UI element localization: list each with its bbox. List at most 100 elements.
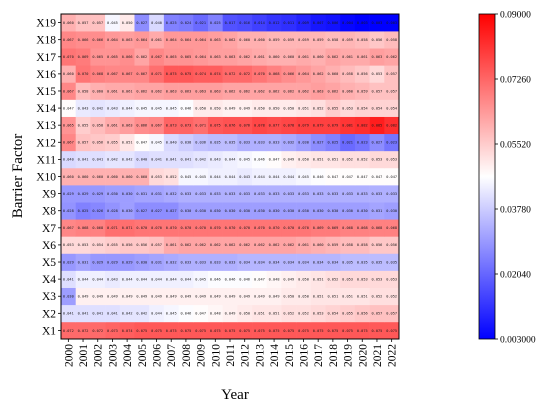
heatmap-cell	[149, 133, 165, 152]
cell-value-label: 0.058	[327, 38, 338, 42]
cell-value-label: 0.053	[313, 312, 324, 316]
cell-value-label: 0.063	[210, 38, 221, 42]
heatmap-cell	[119, 270, 135, 288]
cell-value-label: 0.043	[107, 106, 118, 110]
heatmap-cell	[252, 150, 268, 169]
heatmap-cell	[252, 82, 268, 100]
heatmap-cell	[178, 185, 194, 203]
cell-value-label: 0.025	[210, 21, 221, 25]
heatmap-cell	[149, 185, 165, 203]
heatmap-cell	[281, 185, 297, 203]
heatmap-cell	[266, 167, 282, 186]
cell-value-label: 0.075	[239, 329, 250, 333]
heatmap-cell	[119, 219, 135, 237]
heatmap-cell	[310, 48, 326, 66]
heatmap-cell	[340, 150, 356, 169]
cell-value-label: 0.059	[298, 38, 309, 42]
cell-value-label: 0.016	[239, 21, 250, 25]
heatmap-cell	[105, 14, 121, 32]
heatmap-cell	[340, 321, 356, 340]
heatmap-cell	[310, 219, 326, 237]
cell-value-label: 0.030	[210, 209, 221, 213]
cell-value-label: 0.006	[327, 21, 338, 25]
cell-value-label: 0.062	[180, 243, 191, 247]
cell-value-label: 0.070	[298, 226, 309, 230]
heatmap-cell	[178, 116, 194, 135]
cell-value-label: 0.049	[225, 312, 236, 316]
cell-value-label: 0.033	[327, 192, 338, 196]
cell-value-label: 0.060	[136, 175, 147, 179]
heatmap-cell	[384, 202, 400, 220]
heatmap-cell	[325, 99, 341, 117]
heatmap-cell	[134, 116, 150, 135]
heatmap-cell	[340, 116, 356, 135]
cell-value-label: 0.061	[151, 38, 162, 42]
heatmap-cell	[207, 185, 223, 203]
cell-value-label: 0.062	[386, 55, 397, 59]
y-tick-label: X17	[36, 52, 56, 64]
heatmap-cell	[354, 219, 370, 237]
heatmap-cell	[266, 219, 282, 237]
colorbar-tick-label: 0.09000	[500, 11, 531, 21]
cell-value-label: 0.043	[78, 106, 89, 110]
y-tick-label: X11	[37, 154, 57, 166]
cell-value-label: 0.056	[136, 243, 147, 247]
heatmap-cell	[119, 116, 135, 135]
cell-value-label: 0.063	[210, 89, 221, 93]
heatmap-cell	[149, 65, 165, 83]
heatmap-cell	[207, 99, 223, 117]
heatmap-cell	[384, 65, 400, 83]
heatmap-cell	[61, 185, 76, 203]
cell-value-label: 0.030	[283, 209, 294, 213]
cell-value-label: 0.062	[195, 243, 206, 247]
cell-value-label: 0.075	[210, 123, 221, 127]
cell-value-label: 0.027	[151, 209, 162, 213]
cell-value-label: 0.030	[327, 209, 338, 213]
heatmap-cell	[325, 185, 341, 203]
y-tick-label: X6	[42, 240, 56, 252]
heatmap-cell	[325, 253, 341, 271]
cell-value-label: 0.070	[269, 226, 280, 230]
cell-value-label: 0.050	[283, 295, 294, 299]
heatmap-cell	[149, 14, 165, 32]
heatmap-cell	[237, 253, 253, 271]
heatmap-cell	[61, 14, 76, 32]
heatmap-cell	[105, 185, 121, 203]
heatmap-cells: 0.072 0.072 0.072 0.073 0.074 0.075 0.075 0.075…	[61, 14, 400, 340]
heatmap-cell	[61, 167, 76, 186]
cell-value-label: 0.047	[372, 175, 383, 179]
heatmap-cell	[193, 202, 209, 220]
cell-value-label: 0.067	[63, 141, 74, 145]
cell-value-label: 0.056	[372, 243, 383, 247]
cell-value-label: 0.051	[327, 158, 338, 162]
heatmap-cell	[90, 185, 106, 203]
heatmap-cell	[281, 202, 297, 220]
heatmap-cell	[61, 116, 76, 135]
heatmap-cell	[281, 116, 297, 135]
heatmap-cell	[296, 99, 312, 117]
heatmap-cell	[369, 321, 385, 340]
heatmap-cell	[178, 14, 194, 32]
cell-value-label: 0.058	[357, 243, 368, 247]
heatmap-cell	[296, 133, 312, 152]
heatmap-cell	[178, 321, 194, 340]
heatmap-cell	[149, 236, 165, 254]
heatmap-cell	[207, 253, 223, 271]
heatmap-cell	[384, 236, 400, 254]
heatmap-cell	[310, 321, 326, 340]
heatmap-cell	[252, 116, 268, 135]
cell-value-label: 0.066	[122, 55, 133, 59]
heatmap-cell	[266, 253, 282, 271]
y-tick-label: X18	[36, 35, 56, 47]
heatmap-cell	[325, 150, 341, 169]
cell-value-label: 0.045	[239, 158, 250, 162]
cell-value-label: 0.033	[210, 192, 221, 196]
cell-value-label: 0.027	[136, 209, 147, 213]
heatmap-cell	[237, 185, 253, 203]
heatmap-cell	[149, 321, 165, 340]
cell-value-label: 0.060	[254, 38, 265, 42]
heatmap-cell	[193, 31, 209, 49]
cell-value-label: 0.033	[195, 260, 206, 264]
cell-value-label: 0.045	[195, 277, 206, 281]
cell-value-label: 0.053	[342, 277, 353, 281]
